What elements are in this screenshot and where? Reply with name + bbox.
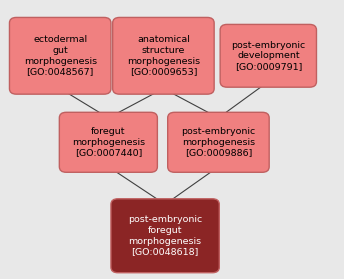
Text: ectodermal
gut
morphogenesis
[GO:0048567]: ectodermal gut morphogenesis [GO:0048567… xyxy=(24,35,97,76)
FancyBboxPatch shape xyxy=(220,25,316,87)
Text: post-embryonic
foregut
morphogenesis
[GO:0048618]: post-embryonic foregut morphogenesis [GO… xyxy=(128,215,202,256)
FancyBboxPatch shape xyxy=(60,112,157,172)
Text: post-embryonic
development
[GO:0009791]: post-embryonic development [GO:0009791] xyxy=(231,40,305,71)
FancyBboxPatch shape xyxy=(111,199,219,273)
Text: foregut
morphogenesis
[GO:0007440]: foregut morphogenesis [GO:0007440] xyxy=(72,127,145,158)
Text: anatomical
structure
morphogenesis
[GO:0009653]: anatomical structure morphogenesis [GO:0… xyxy=(127,35,200,76)
FancyBboxPatch shape xyxy=(112,17,214,94)
Text: post-embryonic
morphogenesis
[GO:0009886]: post-embryonic morphogenesis [GO:0009886… xyxy=(181,127,256,158)
FancyBboxPatch shape xyxy=(9,17,111,94)
FancyBboxPatch shape xyxy=(168,112,269,172)
